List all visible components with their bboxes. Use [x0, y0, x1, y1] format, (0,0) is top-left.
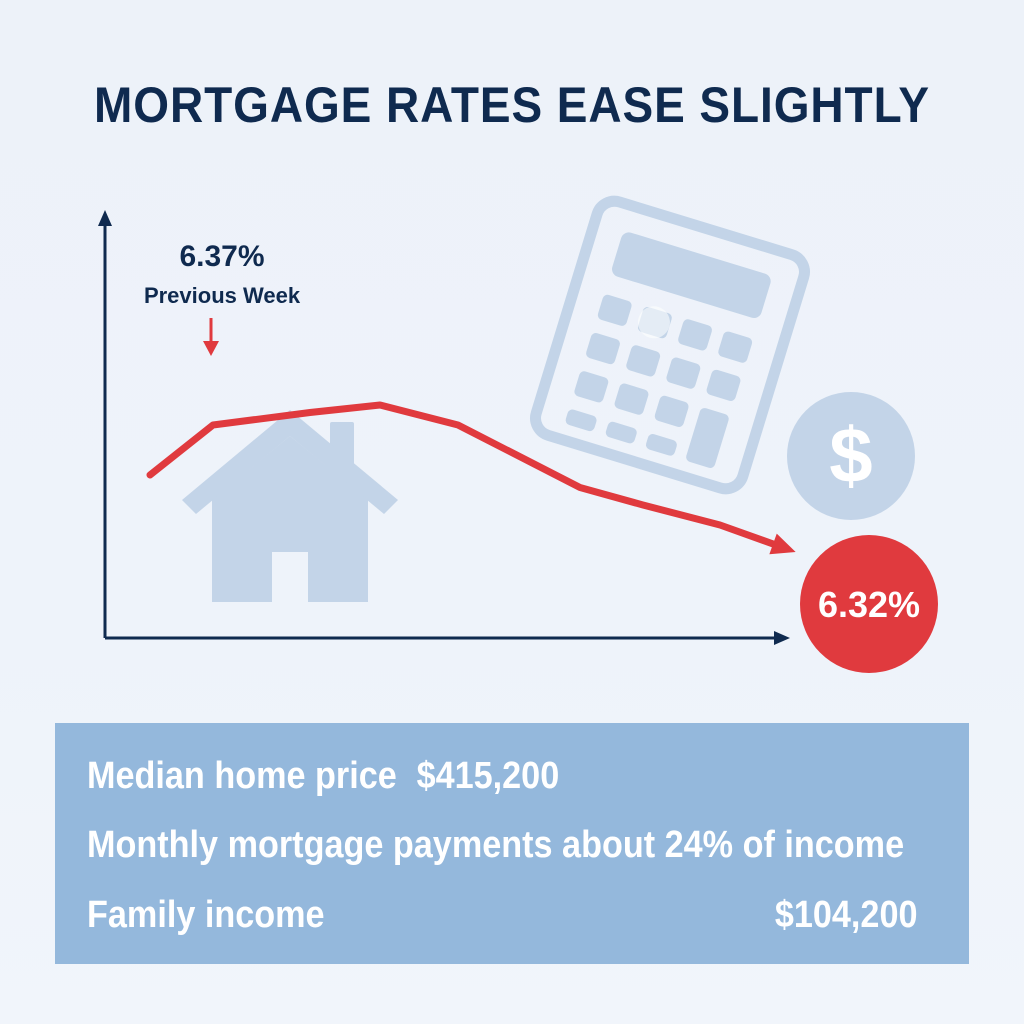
house-icon: [182, 410, 398, 602]
median-price-label: Median home price: [87, 755, 397, 797]
previous-week-arrow: [203, 318, 219, 356]
current-rate-badge: 6.32%: [800, 535, 938, 673]
rate-series-line: [146, 401, 781, 549]
previous-rate-value: 6.37%: [179, 240, 264, 273]
dollar-coin-icon: $: [787, 392, 915, 520]
median-price-value: $415,200: [416, 755, 560, 797]
family-income-label: Family income: [87, 894, 325, 936]
page-title: MORTGAGE RATES EASE SLIGHTLY: [94, 77, 930, 133]
rate-chart: $ 6.37% Previous Week 6.32%: [98, 195, 938, 673]
info-box: Median home price $415,200 Monthly mortga…: [55, 723, 969, 964]
current-rate-value: 6.32%: [818, 584, 920, 625]
family-income-value: $104,200: [774, 894, 917, 936]
previous-week-label: Previous Week: [144, 283, 301, 308]
rate-arrowhead: [769, 533, 796, 555]
payment-share-text: Monthly mortgage payments about 24% of i…: [87, 824, 905, 866]
median-price-row: Median home price $415,200: [87, 755, 559, 798]
calculator-icon: [530, 195, 810, 495]
svg-text:$: $: [829, 411, 872, 499]
chart-axes: [98, 210, 790, 645]
